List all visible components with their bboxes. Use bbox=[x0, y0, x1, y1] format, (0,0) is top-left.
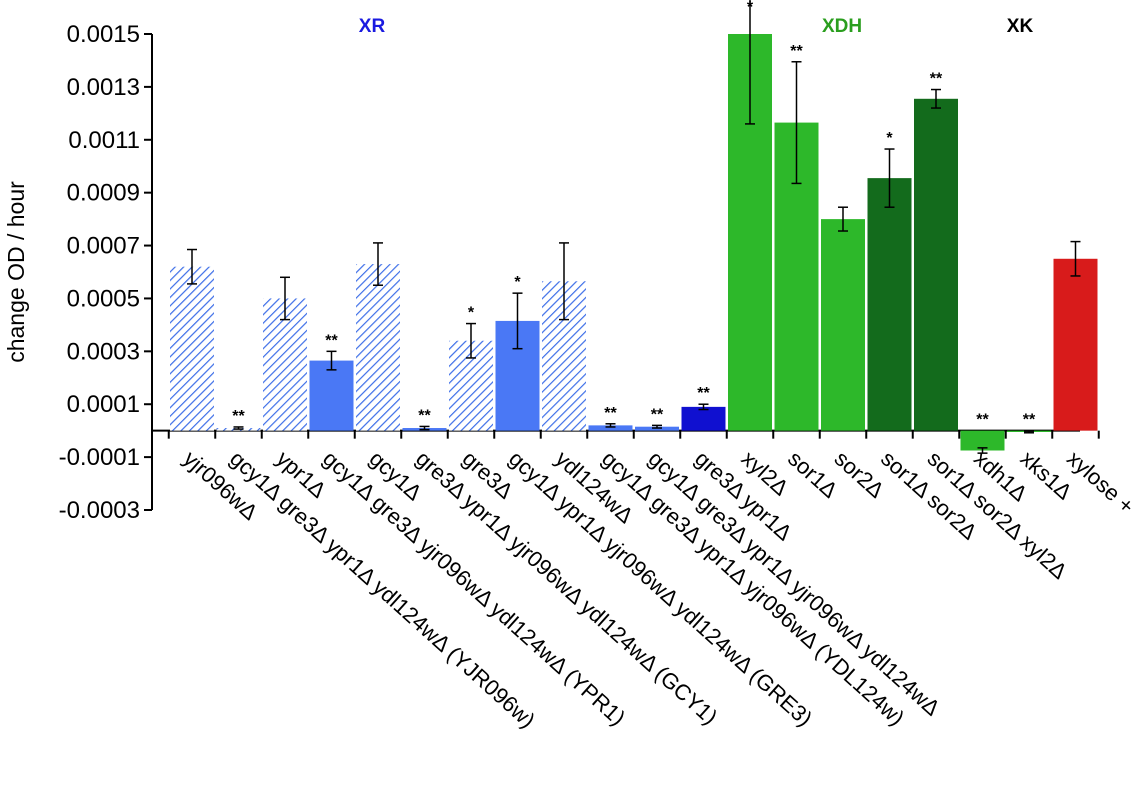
significance-marker: ** bbox=[976, 412, 989, 429]
bar bbox=[309, 360, 354, 431]
y-tick-label: 0.0015 bbox=[67, 21, 140, 48]
axes: 0.0015 0.0013 0.0011 0.0009 0.0007 0.0005 0.00… bbox=[59, 21, 1100, 524]
bar bbox=[170, 266, 214, 431]
group-label: XDH bbox=[822, 16, 862, 37]
significance-marker: ** bbox=[697, 385, 710, 402]
significance-marker: ** bbox=[790, 43, 803, 60]
bar bbox=[914, 98, 958, 431]
bar bbox=[263, 298, 307, 431]
significance-marker: ** bbox=[930, 71, 943, 88]
bars bbox=[170, 0, 1098, 454]
bar bbox=[960, 430, 1005, 451]
significance-marker: ** bbox=[604, 405, 617, 422]
significance-marker: * bbox=[747, 0, 754, 16]
significance-marker: ** bbox=[1023, 412, 1036, 429]
category-label: xks1Δ bbox=[1016, 446, 1077, 505]
y-tick-label: -0.0001 bbox=[59, 444, 140, 471]
bar bbox=[821, 219, 865, 431]
significance-marker: ** bbox=[651, 406, 664, 423]
y-tick-label: 0.0013 bbox=[67, 74, 140, 101]
category-label: sor1Δ bbox=[783, 446, 843, 503]
bar bbox=[356, 264, 400, 431]
y-axis-label: change OD / hour bbox=[3, 181, 29, 363]
y-tick-label: 0.0011 bbox=[68, 127, 140, 154]
significance-marker: * bbox=[468, 305, 475, 322]
y-tick-label: 0.0005 bbox=[67, 285, 140, 312]
group-label: XR bbox=[359, 16, 386, 37]
bar bbox=[1053, 258, 1098, 431]
significance-marker: ** bbox=[325, 332, 338, 349]
significance-marker: ** bbox=[232, 408, 245, 425]
y-tick-label: 0.0001 bbox=[67, 391, 140, 418]
y-tick-label: 0.0003 bbox=[67, 338, 140, 365]
y-tick-label: -0.0003 bbox=[59, 497, 140, 524]
category-label: sor2Δ bbox=[830, 446, 890, 503]
significance-marker: * bbox=[514, 274, 521, 291]
y-tick-label: 0.0007 bbox=[67, 233, 140, 260]
bar bbox=[867, 178, 912, 431]
y-tick-label: 0.0009 bbox=[67, 180, 140, 207]
bar bbox=[588, 425, 633, 431]
significance-marker: * bbox=[886, 130, 893, 147]
significance-marker: ** bbox=[418, 407, 431, 424]
bar bbox=[681, 406, 726, 431]
group-label: XK bbox=[1007, 16, 1034, 37]
